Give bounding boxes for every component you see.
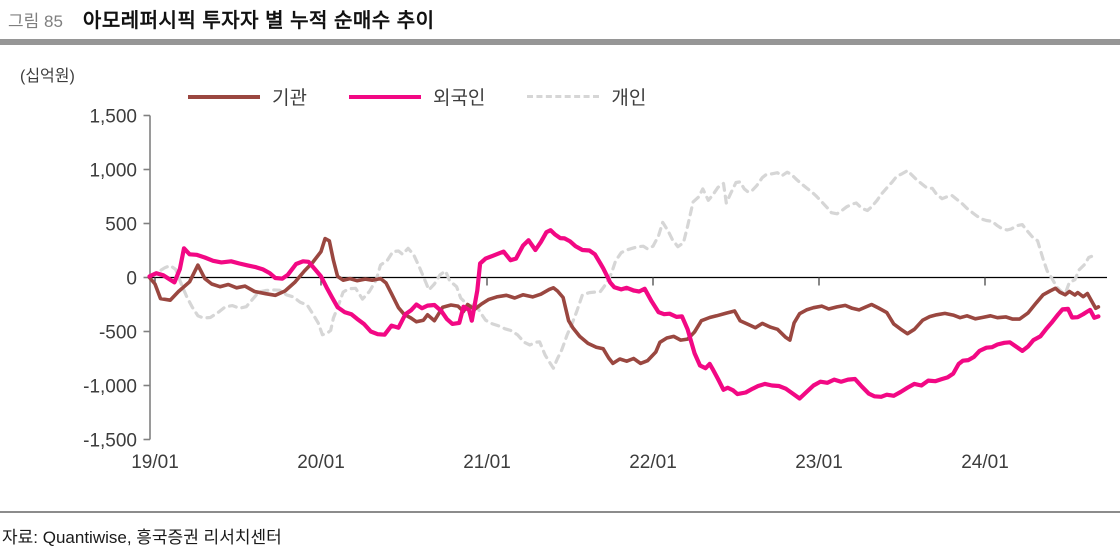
legend-item-individual: 개인 (527, 83, 646, 110)
legend-item-foreigner: 외국인 (348, 83, 486, 110)
x-axis-tick-label: 20/01 (297, 452, 345, 473)
institution-line-swatch (188, 94, 260, 99)
y-axis-tick-label: 0 (126, 269, 137, 290)
y-axis-tick-label: 1,500 (89, 107, 137, 128)
y-axis-tick-label: -1,000 (83, 377, 137, 398)
foreigner-line-swatch (348, 94, 421, 99)
legend-label-individual: 개인 (611, 88, 647, 109)
x-axis-tick-label: 24/01 (961, 452, 1009, 473)
title-divider-rule (0, 39, 1120, 45)
individual-line-swatch (527, 95, 600, 98)
x-axis-tick-label: 19/01 (131, 452, 179, 473)
x-axis-tick-label: 22/01 (629, 452, 677, 473)
chart-legend: 기관 외국인 개인 (188, 83, 688, 110)
legend-label-institution: 기관 (272, 88, 307, 109)
x-axis-tick-label: 23/01 (795, 452, 843, 473)
individual-line (147, 169, 1094, 370)
source-note: 자료: Quantiwise, 흥국증권 리서치센터 (2, 528, 282, 547)
figure-header: 그림 85 아모레퍼시픽 투자자 별 누적 순매수 추이 (8, 4, 435, 33)
x-axis-tick-label: 21/01 (463, 452, 511, 473)
y-axis-tick-label: -1,500 (83, 431, 137, 452)
foreigner-line (147, 228, 1101, 401)
y-axis-tick-label: 1,000 (89, 161, 137, 182)
institution-line (147, 236, 1101, 366)
figure-title: 아모레퍼시픽 투자자 별 누적 순매수 추이 (82, 10, 435, 32)
figure-number-label: 그림 85 (8, 12, 63, 31)
legend-item-institution: 기관 (188, 83, 307, 110)
y-axis-tick-label: -500 (99, 323, 137, 344)
footer-divider-rule (0, 511, 1120, 513)
legend-label-foreigner: 외국인 (432, 88, 486, 109)
y-axis-tick-label: 500 (105, 215, 137, 236)
y-axis-unit-label: (십억원) (20, 68, 75, 85)
